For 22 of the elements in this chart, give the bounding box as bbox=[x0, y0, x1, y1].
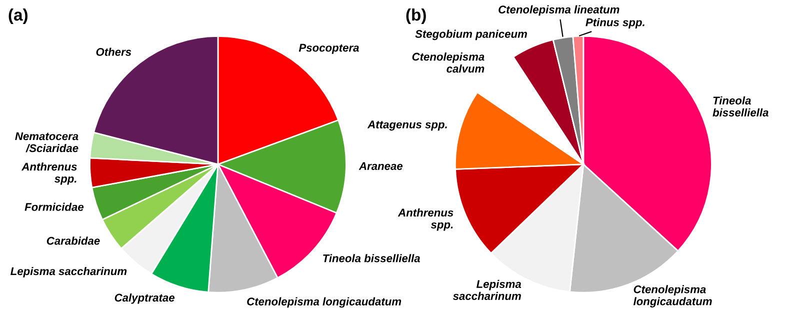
slice-label: Ptinus spp. bbox=[586, 18, 644, 28]
slice-label: Tineola bisselliella bbox=[323, 254, 420, 262]
slice-label: Anthrenus spp. bbox=[398, 208, 454, 231]
slice-label: Others bbox=[96, 48, 132, 56]
slice-label: Calyptratae bbox=[114, 293, 175, 304]
slice-label: Ctenolepisma calvum bbox=[412, 52, 484, 73]
slice-label: Araneae bbox=[358, 162, 403, 170]
slice-label: Nematocera /Sciaridae bbox=[15, 132, 78, 152]
slice-label: Carabidae bbox=[46, 236, 100, 245]
slice-label: Stegobium paniceum bbox=[415, 30, 527, 40]
slice-label: Anthrenus spp. bbox=[21, 162, 77, 185]
slice-label: Ctenolepisma longicaudatum bbox=[633, 285, 712, 308]
slice-label: Lepisma saccharinum bbox=[452, 280, 522, 300]
slice-label: Ctenolepisma longicaudatum bbox=[247, 297, 402, 308]
slice-label: Ctenolepisma lineatum bbox=[498, 5, 620, 16]
chart-title: (a) bbox=[8, 8, 28, 24]
slice-label: Lepisma saccharinum bbox=[10, 266, 127, 278]
slice-label: Psocoptera bbox=[298, 44, 359, 54]
slice-label: Formicidae bbox=[24, 202, 84, 211]
chart-title: (b) bbox=[406, 8, 426, 24]
slice-label: Attagenus spp. bbox=[367, 120, 447, 131]
slice-label: Tineola bisselliella bbox=[712, 96, 768, 116]
